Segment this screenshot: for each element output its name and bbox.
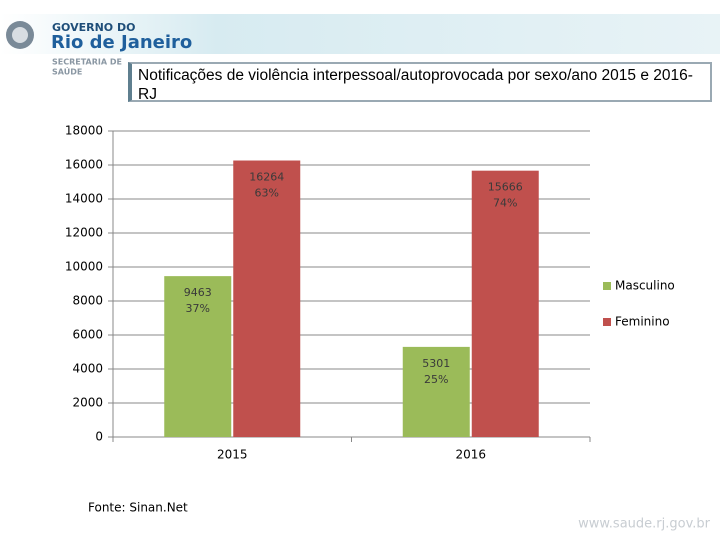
y-tick-label: 16000: [65, 158, 103, 172]
y-tick-label: 18000: [65, 124, 103, 138]
x-tick-label: 2015: [217, 448, 248, 462]
chart-title: Notificações de violência interpessoal/a…: [128, 62, 712, 103]
value-label: 9463: [184, 286, 212, 299]
y-tick-label: 8000: [72, 294, 103, 308]
header-line2: Rio de Janeiro: [51, 32, 192, 53]
x-tick-label: 2016: [455, 448, 486, 462]
y-tick-label: 6000: [72, 328, 103, 342]
y-tick-label: 14000: [65, 192, 103, 206]
dept-line1: SECRETARIA DE: [52, 58, 122, 67]
legend-swatch: [603, 318, 611, 326]
bar: [402, 346, 470, 437]
percent-label: 37%: [186, 302, 210, 315]
site: www.saude.rj.gov.br: [578, 517, 711, 532]
y-tick-label: 0: [95, 430, 103, 444]
y-tick-label: 12000: [65, 226, 103, 240]
legend-swatch: [603, 282, 611, 290]
value-label: 5301: [422, 357, 450, 370]
percent-label: 25%: [424, 373, 448, 386]
source: Fonte: Sinan.Net: [88, 501, 188, 515]
bar: [233, 160, 301, 437]
y-tick-label: 4000: [72, 362, 103, 376]
header-line1: GOVERNO DO: [52, 21, 135, 34]
value-label: 15666: [488, 181, 523, 194]
legend-label: Feminino: [615, 315, 670, 329]
percent-label: 74%: [493, 197, 517, 210]
bar: [471, 170, 539, 438]
value-label: 16264: [249, 171, 284, 184]
percent-label: 63%: [255, 187, 279, 200]
y-tick-label: 10000: [65, 260, 103, 274]
header-band: [0, 14, 720, 54]
y-tick-label: 2000: [72, 396, 103, 410]
legend-label: Masculino: [615, 279, 675, 293]
bar: [164, 276, 232, 437]
logo-inner: [12, 27, 28, 43]
dept-line2: SAÚDE: [52, 66, 82, 77]
